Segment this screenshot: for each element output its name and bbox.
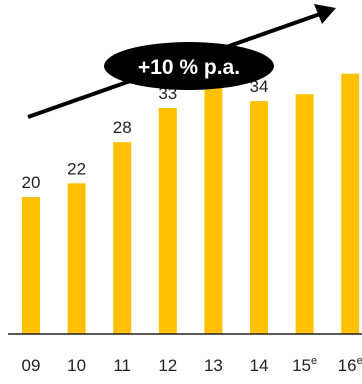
bar-15: [295, 94, 314, 335]
bar-13: [204, 87, 223, 335]
tick-label-13: 13: [204, 356, 223, 375]
tick-label-16: 16e: [338, 355, 362, 375]
tick-labels-group: 09 10 11 12 13 14 15e 16e: [22, 355, 362, 375]
value-label-09: 20: [22, 173, 41, 192]
value-label-11: 28: [113, 118, 132, 137]
trend-annotation: +10 % p.a.: [27, 4, 336, 119]
tick-label-09: 09: [22, 356, 41, 375]
bar-16: [341, 73, 360, 334]
bar-14: [250, 101, 268, 334]
bar-09: [22, 197, 40, 334]
trend-arrow-head: [314, 4, 336, 24]
bar-12: [158, 108, 177, 334]
trend-badge: [104, 42, 274, 90]
tick-label-10: 10: [67, 356, 86, 375]
bar-10: [67, 183, 86, 334]
tick-label-14: 14: [250, 356, 269, 375]
tick-label-11: 11: [113, 356, 131, 375]
value-label-14: 34: [250, 77, 269, 96]
tick-label-12: 12: [158, 356, 177, 375]
bar-11: [113, 142, 132, 334]
tick-label-15: 15e: [292, 355, 317, 375]
trend-badge-label: +10 % p.a.: [138, 56, 240, 79]
value-label-10: 22: [67, 159, 86, 178]
bars-group: [22, 73, 360, 335]
